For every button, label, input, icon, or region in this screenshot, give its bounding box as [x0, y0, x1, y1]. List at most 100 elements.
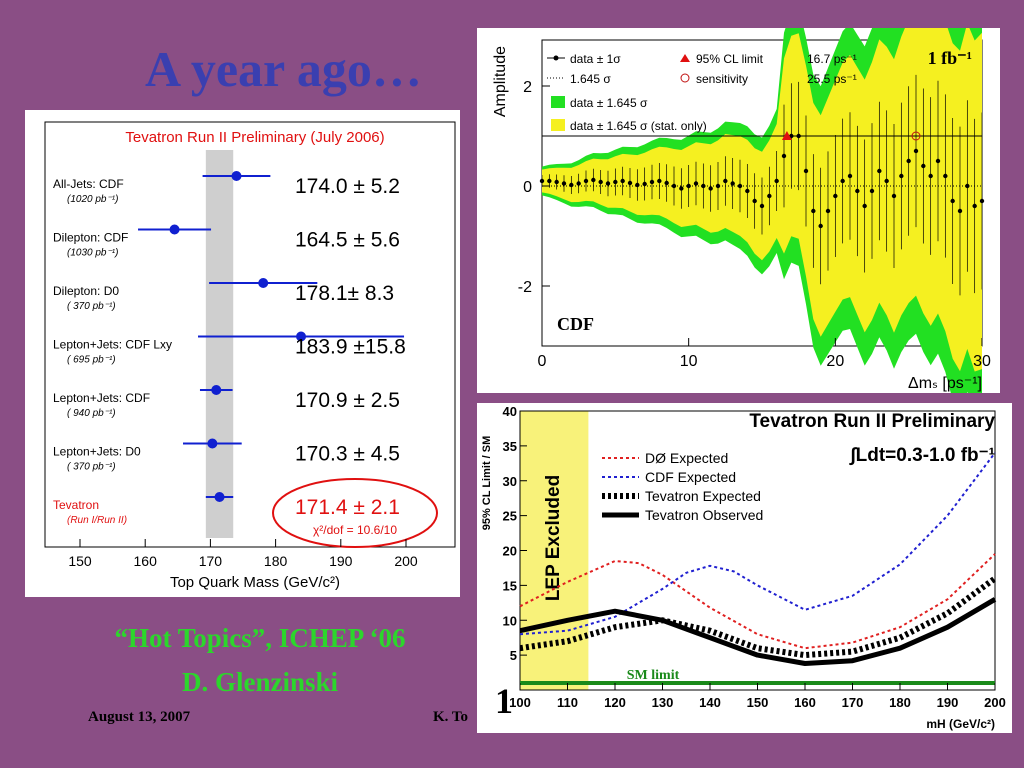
data-point	[591, 177, 596, 183]
legend-text: DØ Expected	[645, 450, 728, 466]
data-point	[774, 178, 779, 184]
data-point	[803, 168, 809, 174]
measurement-lumi: (Run I/Run II)	[67, 515, 127, 526]
x-axis-label: Top Quark Mass (GeV/c²)	[170, 574, 340, 591]
y-axis-label: 95% CL Limit / SM	[481, 436, 493, 531]
data-point	[723, 178, 728, 184]
data-point	[737, 183, 743, 189]
data-point	[972, 203, 977, 209]
data-point	[862, 203, 867, 209]
data-point	[627, 180, 633, 186]
y-tick-label: 10	[503, 613, 517, 628]
legend-symbol-data-dot	[553, 55, 559, 61]
data-point	[781, 153, 787, 159]
x-tick-label: 140	[699, 695, 721, 710]
data-point	[877, 168, 882, 174]
x-tick-label: 10	[680, 353, 698, 370]
data-point	[539, 178, 545, 184]
hot-topics-caption: “Hot Topics”, ICHEP ‘06	[114, 623, 406, 653]
bs-oscillation-chart: 0 10 20 30 -2 0 2 Δmₛ [ps⁻¹] Amplitude 1 fb⁻¹ CDF d…	[477, 0, 1000, 416]
top-mass-svg: Tevatron Run II Preliminary (July 2006) A…	[44, 121, 456, 591]
measurement-value: 170.9 ± 2.5	[295, 389, 400, 412]
legend-value: 16.7 ps⁻¹	[807, 52, 857, 66]
page-number: 1	[495, 681, 513, 721]
measurement-label: Tevatron	[53, 498, 99, 512]
legend-text: data ± 1σ	[570, 52, 621, 66]
x-tick-label: 200	[984, 695, 1006, 710]
data-point	[708, 186, 713, 191]
measurement-label: All-Jets: CDF	[53, 177, 124, 191]
data-point	[583, 178, 589, 184]
experiment-label: CDF	[557, 314, 594, 334]
series-line	[519, 452, 996, 636]
combined-band	[205, 150, 234, 538]
higgs-svg: LEP Excluded SM limit DØ Expected CDF Expec…	[481, 404, 1006, 731]
data-point	[855, 188, 860, 194]
x-tick-label: 20	[826, 353, 844, 370]
x-tick-label: 190	[937, 695, 959, 710]
chart-title: Tevatron Run II Preliminary (July 2006)	[125, 129, 384, 146]
series-line	[519, 553, 996, 650]
measurement-lumi: (1030 pb⁻¹)	[67, 248, 118, 259]
x-tick-label: 0	[538, 353, 547, 370]
data-point	[745, 188, 750, 194]
series-line	[519, 597, 997, 666]
higgs-limit-chart: LEP Excluded SM limit DØ Expected CDF Expec…	[477, 403, 1012, 733]
data-point	[796, 133, 801, 139]
legend-value: 25.5 ps⁻¹	[807, 72, 857, 86]
x-tick-label: 170	[199, 553, 223, 569]
x-tick-label: 150	[747, 695, 769, 710]
data-point	[554, 179, 559, 185]
data-point	[561, 181, 567, 186]
data-point	[730, 181, 735, 186]
data-point	[547, 178, 552, 184]
data-point	[686, 183, 691, 189]
y-tick-label: 5	[510, 648, 517, 663]
x-tick-label: 180	[889, 695, 911, 710]
measurement-lumi: ( 370 pb⁻¹)	[67, 462, 116, 473]
legend-text: data ± 1.645 σ	[570, 96, 648, 110]
footer-author: K. To	[433, 709, 469, 725]
y-tick-label: 2	[523, 79, 532, 96]
data-point	[921, 163, 926, 169]
x-tick-label: 110	[557, 695, 578, 710]
measurement-point	[296, 331, 307, 342]
measurement-point	[211, 385, 222, 395]
data-point	[693, 181, 699, 186]
x-tick-label: 160	[794, 695, 816, 710]
data-point	[664, 180, 669, 186]
x-tick-label: 130	[652, 695, 674, 710]
measurement-point	[231, 171, 242, 181]
chart-title: Tevatron Run II Preliminary	[749, 411, 995, 432]
legend-symbol-circle	[680, 73, 690, 83]
x-tick-label: 180	[264, 553, 288, 569]
measurement-lumi: (1020 pb⁻¹)	[67, 194, 118, 205]
data-point	[935, 158, 941, 164]
data-point	[847, 173, 853, 179]
chi2-label: χ²/dof = 10.6/10	[313, 523, 397, 537]
data-point	[943, 173, 948, 179]
lep-excluded-label: LEP Excluded	[543, 475, 564, 601]
footer-date: August 13, 2007	[88, 709, 191, 725]
measurement-label: Lepton+Jets: CDF Lxy	[53, 338, 172, 352]
data-point	[671, 183, 677, 189]
measurement-point	[169, 224, 180, 235]
measurement-point	[207, 438, 218, 449]
data-point	[569, 182, 574, 188]
measurement-label: Dilepton: D0	[53, 284, 119, 298]
y-axis-label: Amplitude	[492, 46, 509, 117]
data-point	[649, 179, 655, 185]
data-point	[899, 173, 904, 179]
data-point	[891, 193, 897, 199]
legend-symbol-green	[551, 96, 565, 108]
data-point	[635, 182, 640, 188]
data-point	[979, 198, 985, 204]
x-tick-label: 100	[509, 695, 531, 710]
data-point	[752, 198, 757, 204]
y-tick-label: 0	[523, 179, 532, 196]
legend-symbol-triangle	[680, 54, 690, 62]
plot-frame	[44, 121, 456, 548]
slide-title: A year ago…	[145, 41, 422, 97]
y-tick-label: 30	[503, 474, 517, 489]
data-point	[906, 158, 911, 164]
